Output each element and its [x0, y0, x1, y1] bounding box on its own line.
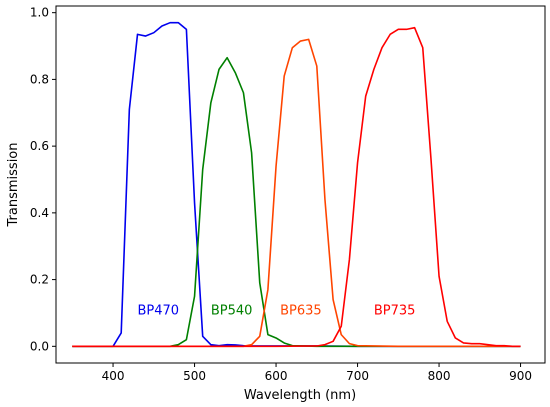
y-tick-label: 0.2	[30, 273, 49, 287]
y-tick-label: 0.8	[30, 72, 49, 86]
x-tick-label: 800	[428, 369, 451, 383]
x-tick-label: 600	[265, 369, 288, 383]
series-label-bp735: BP735	[374, 304, 416, 319]
series-label-bp635: BP635	[280, 304, 322, 319]
x-tick-label: 700	[346, 369, 369, 383]
x-tick-label: 500	[183, 369, 206, 383]
x-axis-label: Wavelength (nm)	[244, 388, 356, 403]
series-line-bp635	[72, 38, 521, 348]
y-tick-label: 1.0	[30, 6, 49, 20]
y-tick-label: 0.0	[30, 339, 49, 353]
series-line-bp735	[72, 26, 521, 348]
tick-layer: 400 500 600 700 800 900 0.0 0.2 0.4 0.6 0.8 1.0	[30, 6, 532, 383]
series-label-bp540: BP540	[211, 304, 253, 319]
y-tick-label: 0.4	[30, 206, 49, 220]
x-tick-label: 400	[102, 369, 125, 383]
series-layer	[72, 21, 521, 348]
y-tick-label: 0.6	[30, 139, 49, 153]
axes-frame	[55, 5, 546, 364]
x-tick-label: 900	[509, 369, 532, 383]
y-axis-label: Transmission	[6, 143, 21, 228]
series-label-bp470: BP470	[138, 304, 180, 319]
plot-area	[56, 6, 545, 363]
series-label-layer: BP470 BP540 BP635 BP735	[138, 304, 416, 319]
